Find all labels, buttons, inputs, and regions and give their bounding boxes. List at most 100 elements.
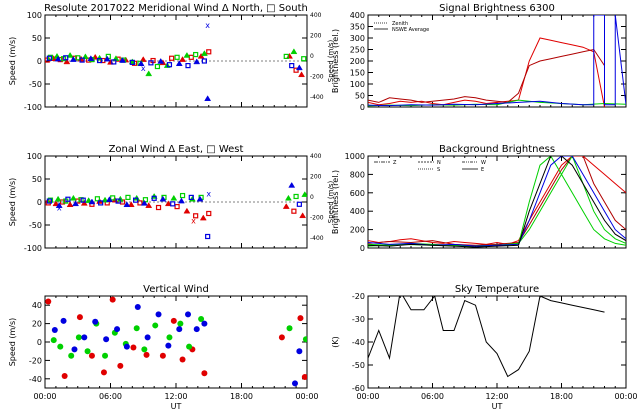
vertical-point-green (177, 320, 184, 327)
zonal-annotation: x (206, 190, 211, 199)
zonal-point-blue (296, 201, 302, 207)
y-tick-label: 50 (355, 92, 365, 101)
vertical-point-red (159, 352, 166, 359)
y-tick-label: 350 (350, 23, 365, 32)
zonal-annotation: x (57, 204, 62, 213)
y-tick-label: 250 (350, 46, 365, 55)
legend-label: E (481, 167, 484, 173)
zonal-point-blue (105, 196, 113, 202)
x-tick-label: 12:00 (485, 392, 508, 401)
x-tick-label: 00:00 (33, 392, 56, 401)
vertical-point-blue (155, 311, 162, 318)
vertical-point-red (76, 314, 83, 321)
vertical-frame (44, 295, 308, 389)
y-tick-label: 0 (360, 244, 365, 253)
meridional-point-red (169, 55, 175, 61)
meridional-point-green (193, 51, 199, 58)
vertical-x-axis-label: UT (171, 402, 182, 411)
meridional-point-green (47, 54, 54, 60)
y-tick-label: 40 (32, 301, 42, 310)
meridional-point-green (290, 48, 298, 55)
zonal-point-green (94, 196, 101, 202)
y-right-tick-label: -200 (310, 73, 324, 80)
y-tick-label: -50 (29, 80, 42, 89)
meridional-annotation: x (141, 64, 146, 73)
vertical-point-blue (114, 326, 121, 333)
vertical-point-blue (71, 346, 78, 353)
meridional-point-green (145, 70, 153, 77)
zonal-point-green (85, 197, 93, 203)
sky-x-axis-label: UT (492, 402, 503, 411)
y-tick-label: 0 (37, 198, 42, 207)
zonal-point-blue (151, 195, 157, 201)
y-tick-label: -60 (352, 384, 365, 393)
meridional-point-blue (175, 60, 183, 67)
zonal-point-blue (288, 181, 296, 188)
zonal-point-red (59, 199, 66, 205)
y-right-tick-label: 0 (310, 53, 314, 60)
vertical-point-green (84, 348, 91, 355)
meridional-point-blue (96, 57, 103, 64)
y-tick-label: 400 (350, 207, 365, 216)
zonal-point-blue (178, 197, 185, 204)
signal-title: Signal Brightness 6300 (439, 3, 555, 14)
meridional-point-red (206, 49, 212, 55)
vertical-point-red (100, 369, 107, 376)
zonal-point-red (80, 199, 88, 206)
meridional-point-blue (166, 62, 173, 68)
zonal-point-blue (98, 200, 104, 206)
vertical-point-green (286, 325, 293, 332)
vertical-point-blue (92, 318, 99, 325)
zonal-point-green (188, 195, 196, 202)
y-tick-label: 0 (37, 57, 42, 66)
vertical-point-blue (103, 336, 110, 343)
x-tick-label: 18:00 (230, 392, 253, 401)
zonal-point-red (137, 200, 143, 206)
zonal-point-red (66, 201, 74, 208)
zonal-point-red (282, 203, 290, 209)
x-tick-label: 18:00 (550, 392, 573, 401)
y-tick-label: -40 (352, 338, 365, 347)
y-tick-label: 400 (350, 11, 365, 20)
y-right-tick-label: 400 (310, 153, 322, 160)
meridional-point-blue (103, 55, 111, 62)
zonal-point-blue (123, 201, 131, 208)
zonal-plot-area: x x x (45, 181, 307, 240)
y-tick-label: -100 (24, 244, 42, 253)
meridional-point-green (154, 63, 161, 70)
zonal-point-blue (196, 195, 204, 202)
y-tick-label: 1000 (345, 152, 365, 161)
meridional-point-green (75, 55, 81, 61)
x-tick-label: 06:00 (99, 392, 122, 401)
meridional-point-red (63, 58, 71, 65)
vertical-point-red (301, 373, 307, 380)
legend-label: NSWE Average (392, 27, 429, 33)
zonal-point-red (199, 214, 207, 221)
sky-frame (367, 295, 627, 389)
zonal-point-blue (65, 196, 71, 202)
vertical-point-red (179, 356, 186, 363)
sky-plot-area (368, 296, 605, 378)
vertical-point-green (50, 337, 57, 344)
y-tick-label: 100 (27, 11, 42, 20)
y-tick-label: 200 (350, 226, 365, 235)
x-tick-label: 06:00 (421, 392, 444, 401)
y-right-tick-label: 400 (310, 12, 322, 19)
zonal-point-green (125, 194, 131, 200)
vertical-point-blue (123, 343, 130, 350)
vertical-point-red (201, 370, 208, 377)
zonal-point-green (47, 197, 54, 203)
vertical-plot-area (45, 296, 307, 387)
signal-plot-area (368, 15, 626, 107)
legend-label: Zenith (392, 21, 408, 27)
zonal-point-blue (80, 197, 86, 203)
zonal-point-blue (72, 200, 80, 207)
y-tick-label: 0 (37, 338, 42, 347)
y-tick-label: 50 (32, 175, 42, 184)
y-tick-label: -50 (352, 361, 365, 370)
meridional-point-red (139, 56, 147, 62)
y-tick-label: 300 (350, 34, 365, 43)
meridional-annotation: x (205, 21, 210, 30)
meridional-point-red (179, 56, 186, 62)
zonal-point-blue (115, 198, 121, 204)
